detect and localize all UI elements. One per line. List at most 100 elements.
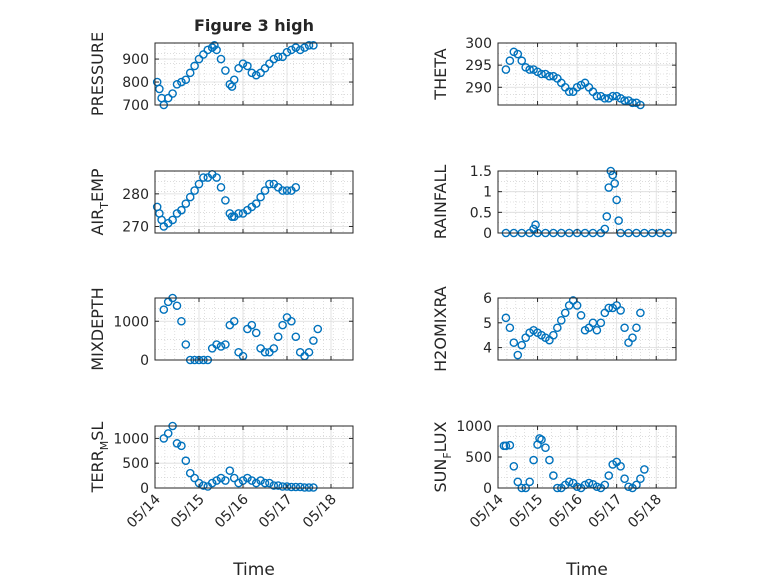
data-point (172, 80, 182, 89)
data-point (505, 440, 515, 450)
data-point (632, 323, 641, 333)
series-points (501, 296, 645, 360)
data-point (238, 59, 248, 68)
x-tick-label: 05/18 (625, 492, 665, 532)
data-point (155, 84, 164, 94)
data-point (564, 87, 574, 97)
y-tick-label: 290 (465, 80, 492, 96)
grid (498, 171, 676, 233)
data-point (505, 323, 515, 333)
data-point (278, 320, 287, 330)
axes-box (154, 42, 354, 106)
data-point (199, 173, 208, 182)
data-point (616, 306, 625, 315)
data-point (247, 320, 257, 330)
y-tick-label: 4 (483, 341, 492, 357)
data-point (537, 435, 546, 444)
data-point (260, 478, 270, 488)
data-point (620, 474, 629, 484)
axes-box (154, 297, 354, 361)
data-point (600, 224, 610, 234)
data-point (251, 199, 261, 208)
x-tick-label: 05/14 (467, 491, 507, 531)
subplot-4: 0 0.5 1 1.5 RAINFALL (431, 164, 677, 242)
data-point (199, 50, 208, 59)
data-point (291, 43, 301, 52)
data-point (612, 195, 621, 205)
x-tick-label: 05/16 (546, 491, 586, 531)
data-point (194, 54, 204, 64)
y-tick-label: 900 (122, 52, 149, 68)
data-point (229, 75, 239, 85)
data-point (225, 466, 235, 475)
y-tick-label: 1000 (113, 314, 149, 330)
axes-box (497, 170, 677, 234)
y-tick-label: 500 (465, 450, 492, 466)
data-point (172, 439, 182, 448)
data-point (185, 68, 195, 78)
data-point (210, 40, 219, 50)
data-point (287, 482, 296, 492)
y-tick-label: 700 (122, 98, 149, 114)
data-point (636, 308, 645, 318)
data-point (190, 61, 199, 71)
y-tick-label: 500 (122, 456, 149, 472)
y-tick-label: 6 (483, 291, 492, 307)
data-point (313, 324, 323, 334)
data-point (287, 45, 296, 55)
data-point (553, 323, 562, 333)
data-point (172, 301, 182, 311)
y-tick-label: 1 (483, 185, 492, 201)
data-point (572, 482, 582, 492)
data-point (505, 56, 515, 66)
data-point (273, 332, 283, 342)
y-tick-label: 295 (465, 58, 492, 74)
y-axis-label: SUNFLUX (431, 421, 454, 492)
grid (155, 43, 353, 105)
data-point (529, 455, 538, 465)
y-tick-label: 0 (140, 353, 149, 369)
data-point (212, 476, 221, 485)
data-point (185, 468, 195, 478)
data-point (287, 316, 296, 326)
x-tick-label: 05/17 (586, 492, 626, 532)
data-point (247, 68, 257, 78)
data-point (592, 325, 602, 335)
data-point (207, 478, 217, 488)
data-point (269, 54, 279, 64)
x-axis-label: Time (565, 560, 608, 580)
data-point (564, 477, 574, 487)
data-point (260, 186, 270, 195)
data-point (501, 313, 511, 323)
data-point (576, 311, 586, 320)
data-point (260, 347, 270, 357)
data-point (234, 478, 243, 488)
data-point (604, 183, 614, 192)
subplot-6: 4 5 6 H2OMIXRA (431, 286, 677, 372)
data-point (221, 476, 230, 485)
data-point (295, 45, 305, 55)
data-point (221, 340, 230, 349)
data-point (525, 477, 534, 487)
data-point (247, 476, 257, 485)
y-axis-label: RAINFALL (431, 165, 450, 240)
y-tick-label: 0.5 (470, 205, 492, 221)
data-point (608, 170, 618, 180)
y-tick-label: 5 (483, 316, 492, 332)
data-point (309, 40, 318, 50)
data-point (234, 209, 243, 218)
y-axis-label: AIRTEMP (88, 168, 111, 235)
data-point (216, 473, 226, 483)
data-point (265, 478, 274, 488)
data-point (531, 220, 540, 230)
data-point (628, 333, 637, 342)
data-point (212, 45, 221, 55)
data-point (549, 471, 558, 480)
grid (498, 298, 676, 360)
data-point (509, 338, 519, 347)
data-point (291, 332, 301, 342)
data-point (251, 328, 261, 338)
series-points (152, 169, 301, 231)
data-point (216, 342, 226, 351)
data-point (163, 93, 173, 103)
